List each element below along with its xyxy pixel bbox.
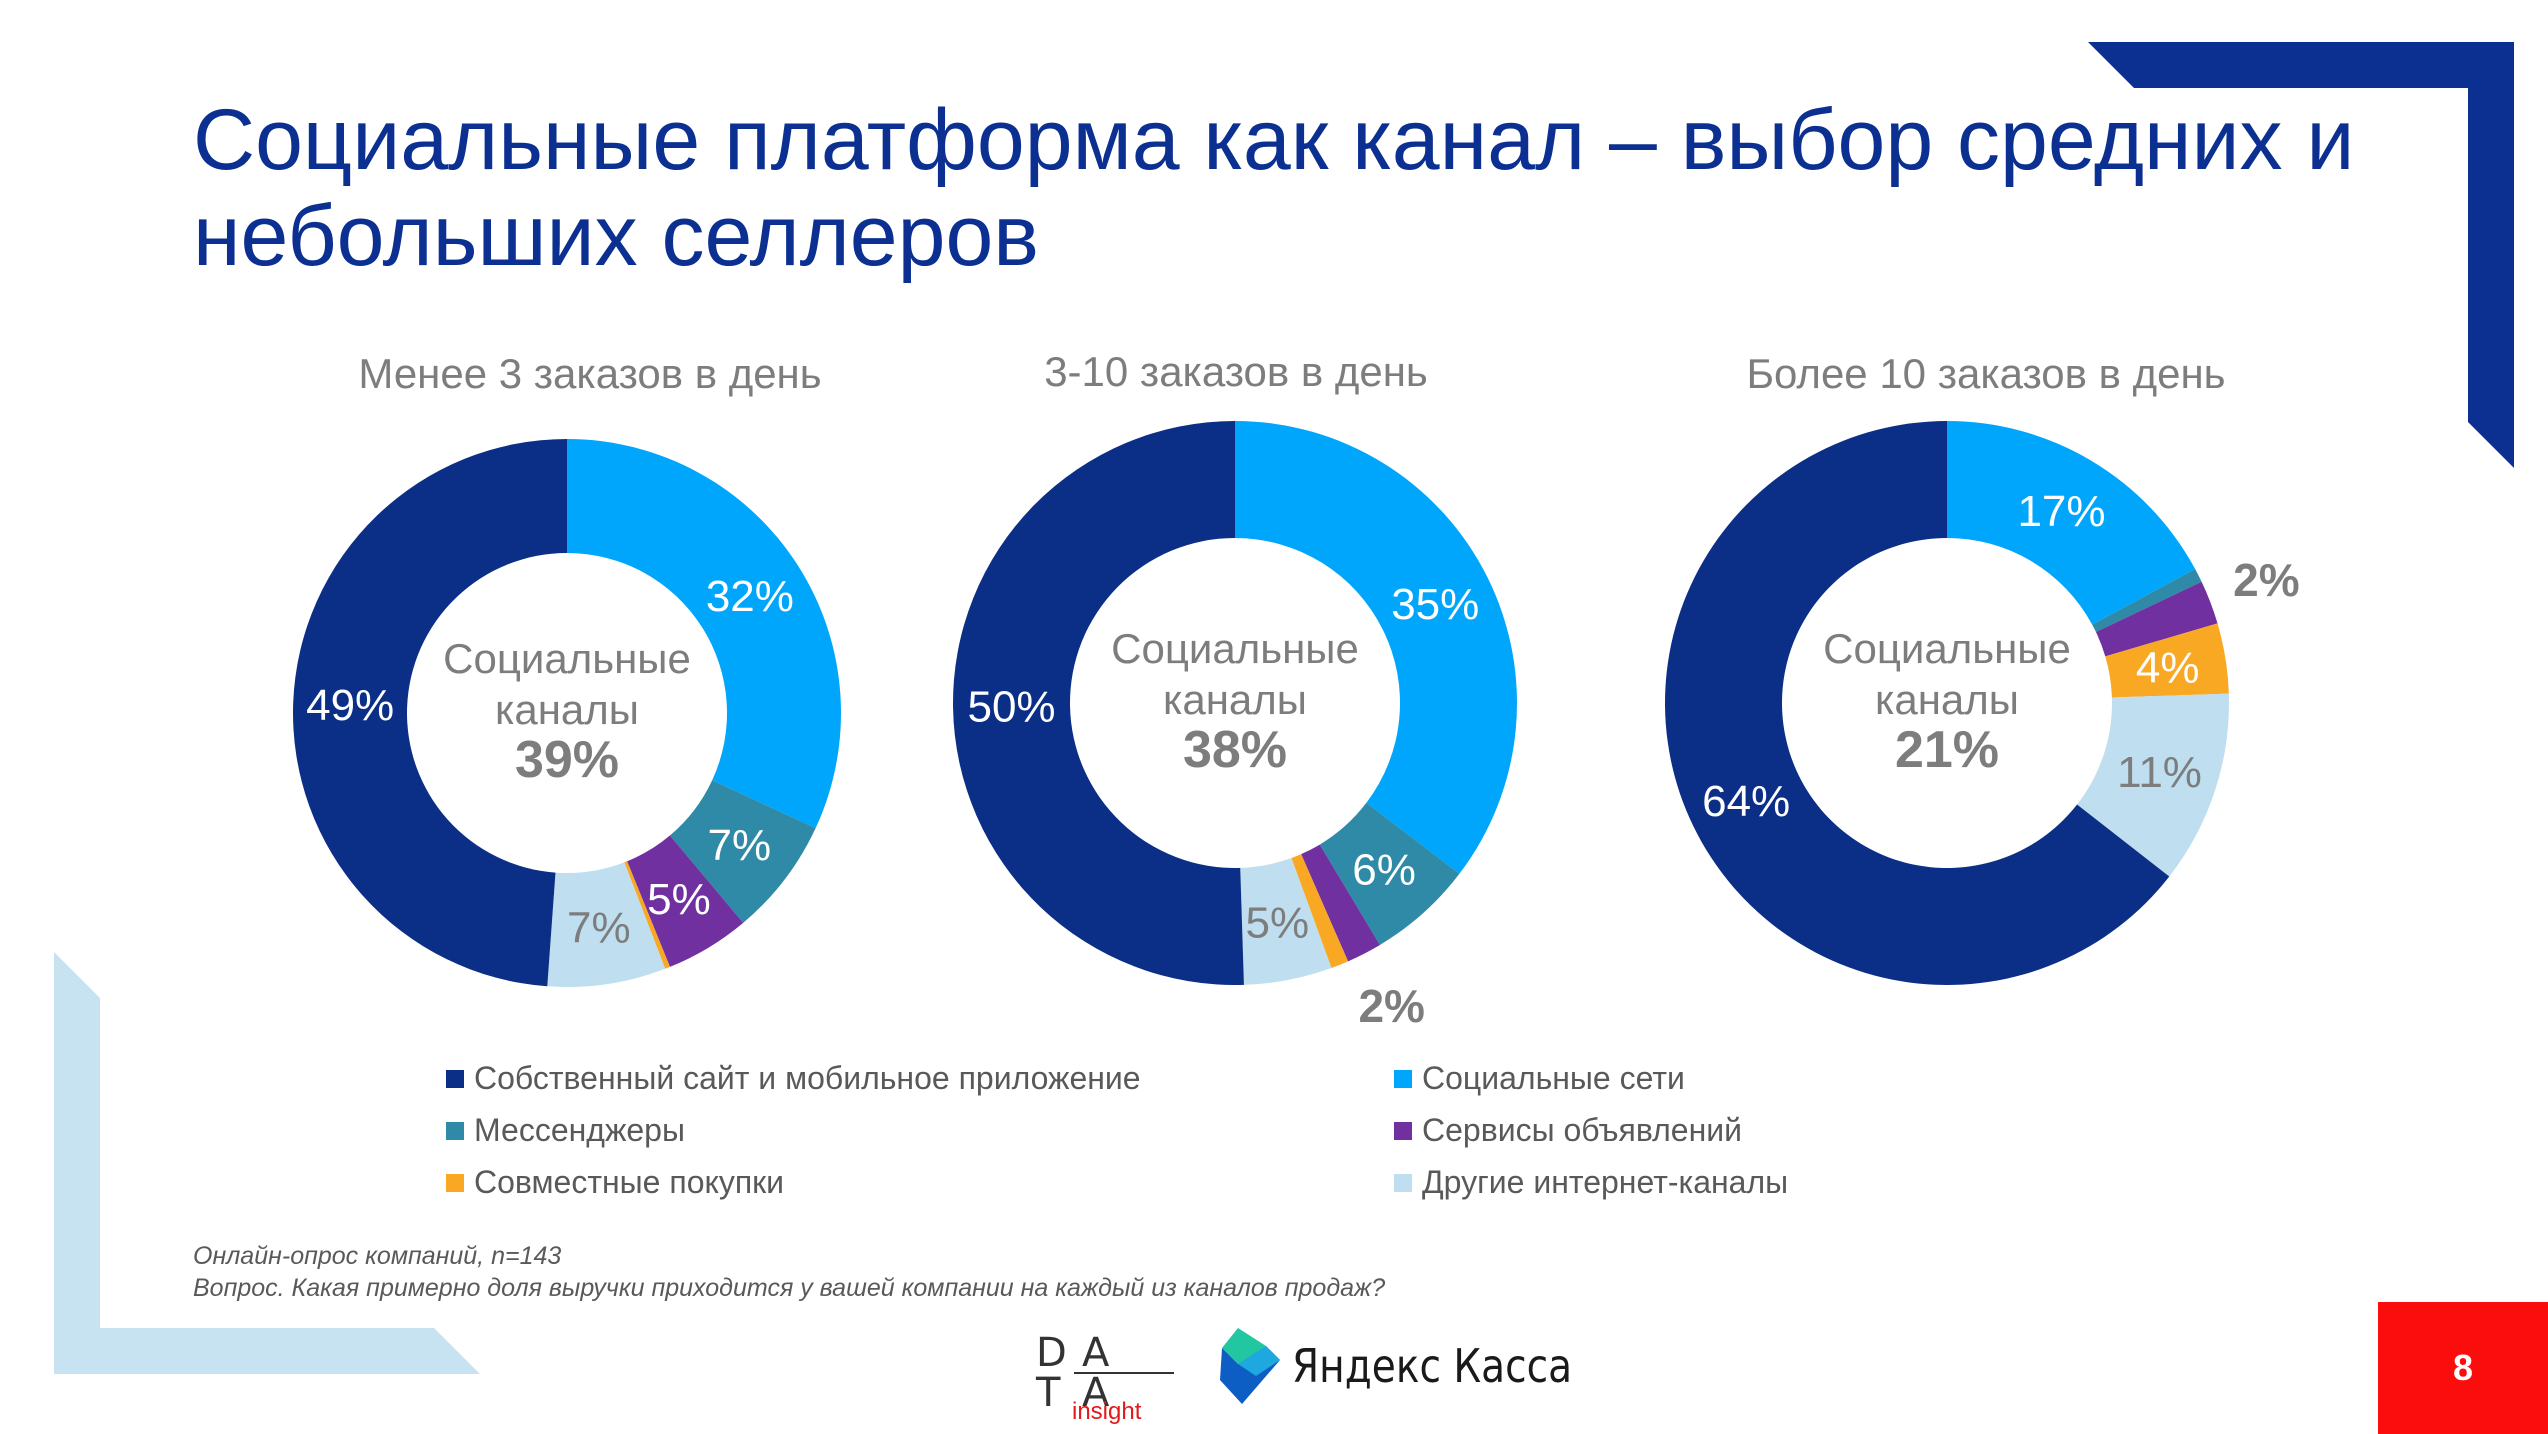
donut-slice-2 [669, 780, 816, 923]
data-label-мессенджеры: 7% [708, 821, 772, 870]
chart-title-3: Более 10 заказов в день [1746, 350, 2226, 397]
legend-item-other-channels: Другие интернет-каналы [1394, 1164, 1788, 1201]
donut-slice-1 [567, 439, 841, 829]
donut-slice-1 [1947, 421, 2196, 625]
legend-swatch [446, 1121, 464, 1140]
data-label-сервисы-объявлений: 2% [1358, 980, 1424, 1032]
page-number: 8 [2378, 1302, 2548, 1434]
center-value: 21% [1895, 721, 1999, 779]
yandex-kassa-logo: Яндекс Касса [1218, 1326, 1621, 1406]
yandex-kassa-icon [1220, 1328, 1280, 1404]
data-label-сервисы-объявлений: 2% [2233, 554, 2299, 606]
donut-slice-4 [2105, 623, 2229, 698]
donut-slice-3 [627, 835, 744, 967]
legend-swatch [446, 1069, 464, 1088]
center-value: 39% [515, 731, 619, 789]
logo-rule [1074, 1372, 1174, 1374]
center-label-line-2: каналы [1875, 676, 2019, 723]
chart-title-2: 3-10 заказов в день [1044, 348, 1428, 395]
data-label-собственный-сайт-и-мобильное-приложение: 64% [1702, 777, 1790, 826]
source-line-survey: Онлайн-опрос компаний, n=143 [193, 1242, 562, 1270]
legend-label: Сервисы объявлений [1422, 1112, 1743, 1148]
yandex-kassa-wordmark: Яндекс Касса [1292, 1339, 1573, 1393]
logo-letter: A [1082, 1330, 1112, 1376]
center-label-line-1: Социальные [1823, 625, 2071, 672]
logo-letter: A [1082, 1370, 1112, 1416]
data-label-другие-интернет-каналы: 7% [567, 904, 631, 953]
center-label-line-2: каналы [495, 686, 639, 733]
legend-item-messengers: Мессенджеры [446, 1112, 685, 1149]
donut-slice-3 [1301, 844, 1380, 962]
source-note: Онлайн-опрос компаний, n=143 Вопрос. Как… [193, 1240, 1385, 1304]
center-label-line-2: каналы [1163, 676, 1307, 723]
donut-slice-4 [624, 861, 670, 969]
center-label-line-1: Социальные [443, 635, 691, 682]
bottom-left-frame [54, 952, 480, 1374]
top-right-frame [2088, 42, 2514, 468]
legend-label: Совместные покупки [474, 1164, 785, 1200]
donut-slice-2 [1319, 802, 1460, 945]
data-label-мессенджеры: 6% [1352, 846, 1416, 895]
data-label-другие-интернет-каналы: 11% [2117, 748, 2202, 797]
data-label-социальные-сети: 17% [2017, 487, 2105, 536]
page-title: Социальные платформа как канал – выбор с… [193, 92, 2355, 284]
legend-swatch [1394, 1069, 1412, 1088]
donut-slice-3 [2095, 581, 2218, 657]
data-label-социальные-сети: 32% [706, 572, 794, 621]
donut-slice-5 [547, 862, 666, 987]
legend-label: Социальные сети [1422, 1060, 1685, 1096]
logo-letter: T [1036, 1370, 1063, 1416]
source-line-question: Вопрос. Какая примерно доля выручки прих… [193, 1274, 1386, 1302]
donut-slice-4 [1291, 854, 1349, 968]
donut-slice-6 [952, 421, 1244, 986]
legend-label: Мессенджеры [474, 1112, 685, 1148]
donut-slice-1 [1235, 421, 1517, 874]
legend-swatch [1394, 1121, 1412, 1140]
donut-slice-6 [1664, 421, 2170, 985]
data-label-сервисы-объявлений: 5% [647, 875, 711, 924]
data-label-социальные-сети: 35% [1391, 580, 1479, 629]
legend-item-social-networks: Социальные сети [1394, 1060, 1685, 1097]
logo-insight-word: insight [1072, 1398, 1142, 1425]
data-label-собственный-сайт-и-мобильное-приложение: 50% [967, 683, 1055, 732]
legend-label: Другие интернет-каналы [1422, 1164, 1789, 1200]
donut-slice-5 [1240, 858, 1332, 985]
center-label-line-1: Социальные [1111, 625, 1359, 672]
legend-swatch [1394, 1173, 1412, 1192]
legend-item-classifieds: Сервисы объявлений [1394, 1112, 1742, 1149]
legend-item-own-site: Собственный сайт и мобильное приложение [446, 1060, 1141, 1097]
data-insight-logo: D A T A insight [1030, 1330, 1174, 1428]
data-label-собственный-сайт-и-мобильное-приложение: 49% [306, 681, 394, 730]
data-label-другие-интернет-каналы: 5% [1246, 898, 1310, 947]
logo-letter: D [1036, 1330, 1069, 1376]
donut-slice-6 [292, 439, 567, 987]
donut-slice-5 [2077, 693, 2229, 877]
chart-title-1: Менее 3 заказов в день [358, 350, 822, 397]
donut-slice-2 [2092, 569, 2202, 633]
legend-swatch [446, 1173, 464, 1192]
legend-label: Собственный сайт и мобильное приложение [474, 1060, 1141, 1096]
center-value: 38% [1183, 721, 1287, 779]
legend-item-joint-purchases: Совместные покупки [446, 1164, 784, 1201]
data-label-совместные-покупки: 4% [2136, 643, 2200, 692]
